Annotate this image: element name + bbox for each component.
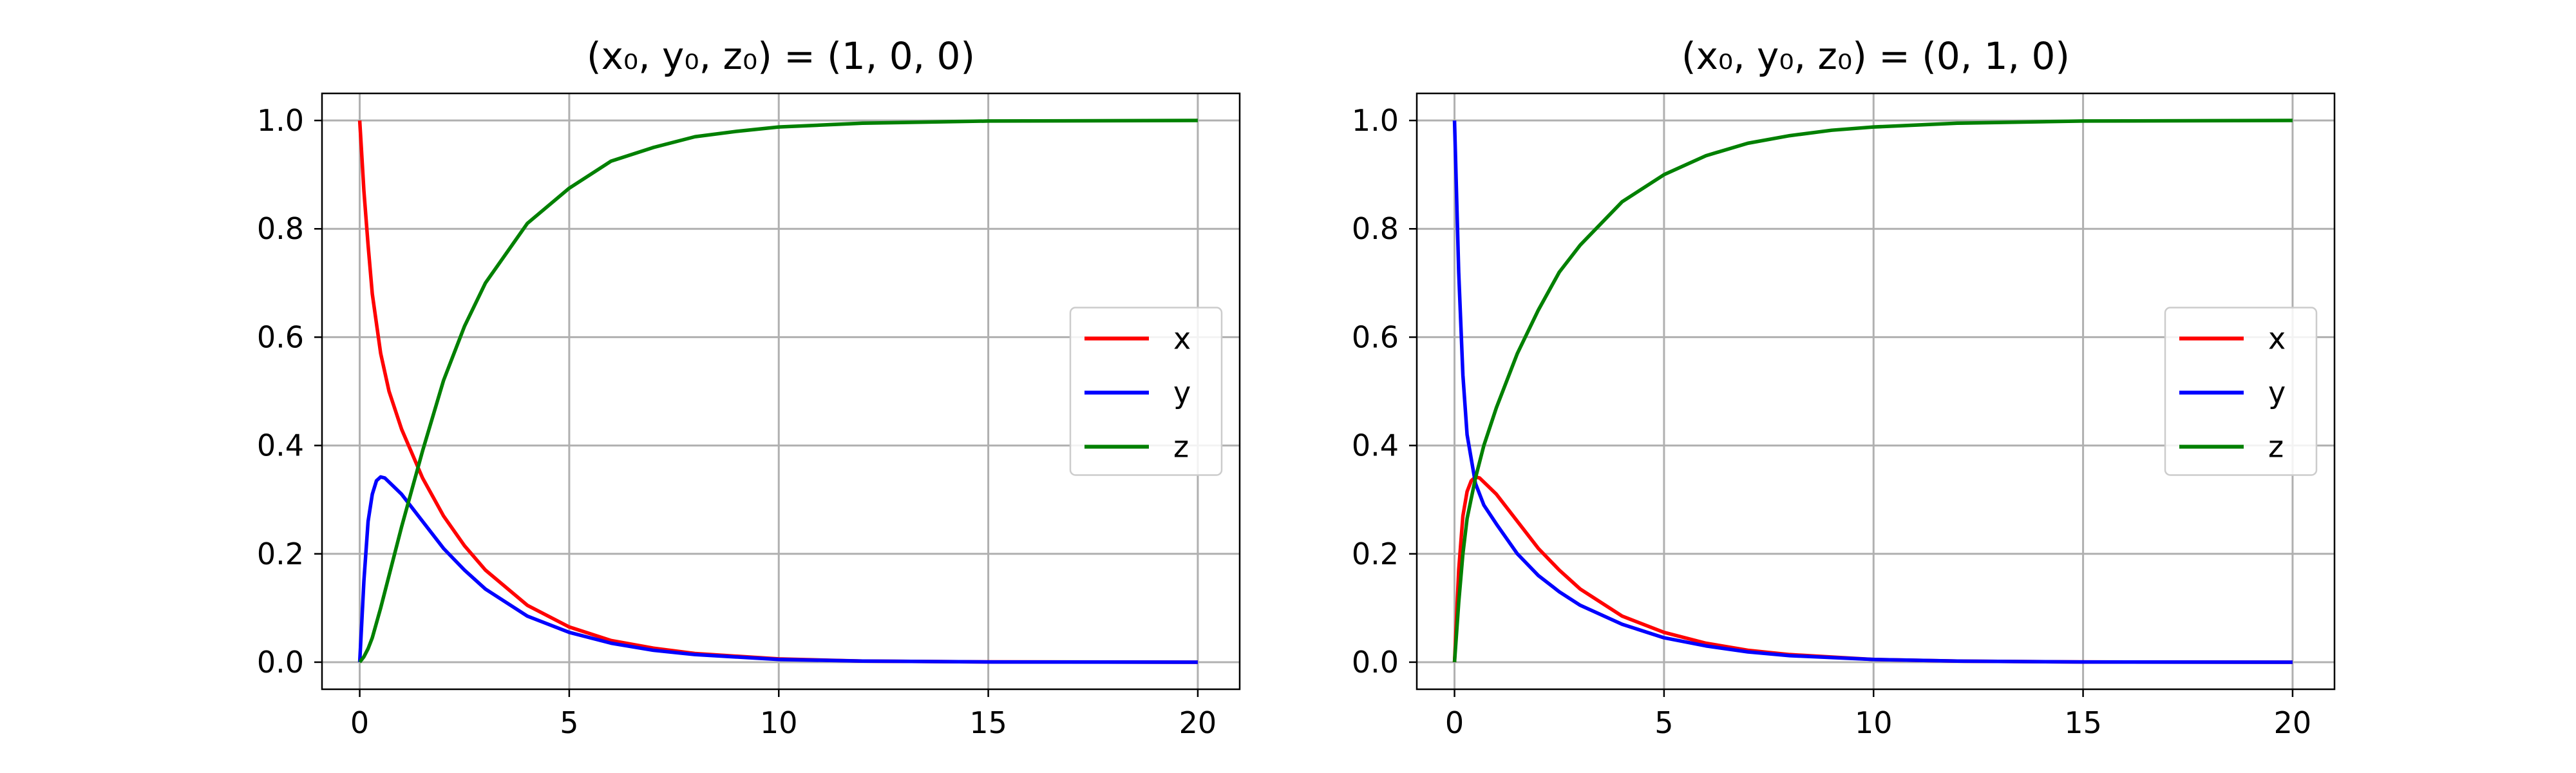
series-line-y	[357, 475, 1198, 664]
x-tick-label: 5	[1654, 705, 1673, 740]
chart-title: (x₀, y₀, z₀) = (0, 1, 0)	[1681, 34, 2070, 78]
legend-label-y: y	[2268, 376, 2286, 410]
legend: xyz	[1069, 307, 1223, 476]
y-tick-label: 0.0	[257, 645, 304, 680]
y-tick-label: 0.4	[1352, 428, 1399, 463]
y-tick-label: 0.4	[257, 428, 304, 463]
series-line-y	[1452, 120, 2293, 664]
legend-label-z: z	[1173, 430, 1189, 464]
series-line-z	[1452, 119, 2293, 663]
legend-label-x: x	[1173, 321, 1191, 356]
legend-label-x: x	[2268, 321, 2286, 356]
legend-label-z: z	[2268, 430, 2284, 464]
x-tick-label: 10	[1855, 705, 1893, 740]
x-tick-label: 15	[2064, 705, 2102, 740]
x-tick-label: 0	[350, 705, 369, 740]
plot-frame	[1416, 92, 2336, 691]
y-tick-label: 1.0	[1352, 103, 1399, 138]
chart-panel-1: 0 5 10 15 20 0.0 0.2 0.4 0.6 0.8 1.0 (x₀, y₀, z₀) =…	[257, 34, 1241, 740]
x-tick-label: 15	[969, 705, 1007, 740]
x-tick-label: 0	[1445, 705, 1464, 740]
chart-panel-2: 0 5 10 15 20 0.0 0.2 0.4 0.6 0.8 1.0 (x₀, y₀, z₀) =…	[1352, 34, 2336, 740]
legend-label-y: y	[1173, 376, 1191, 410]
x-tick-label: 20	[2274, 705, 2312, 740]
y-tick-label: 1.0	[257, 103, 304, 138]
y-tick-label: 0.8	[257, 211, 304, 246]
legend: xyz	[2164, 307, 2318, 476]
y-tick-label: 0.6	[1352, 320, 1399, 354]
y-tick-label: 0.6	[257, 320, 304, 354]
series-line-z	[358, 119, 1198, 663]
y-tick-label: 0.8	[1352, 211, 1399, 246]
y-tick-label: 0.2	[257, 537, 304, 571]
chart-title: (x₀, y₀, z₀) = (1, 0, 0)	[587, 34, 975, 78]
y-tick-label: 0.2	[1352, 537, 1399, 571]
plot-frame	[321, 92, 1241, 691]
x-tick-label: 10	[760, 705, 798, 740]
x-tick-label: 20	[1179, 705, 1217, 740]
y-tick-label: 0.0	[1352, 645, 1399, 680]
x-tick-label: 5	[560, 705, 578, 740]
